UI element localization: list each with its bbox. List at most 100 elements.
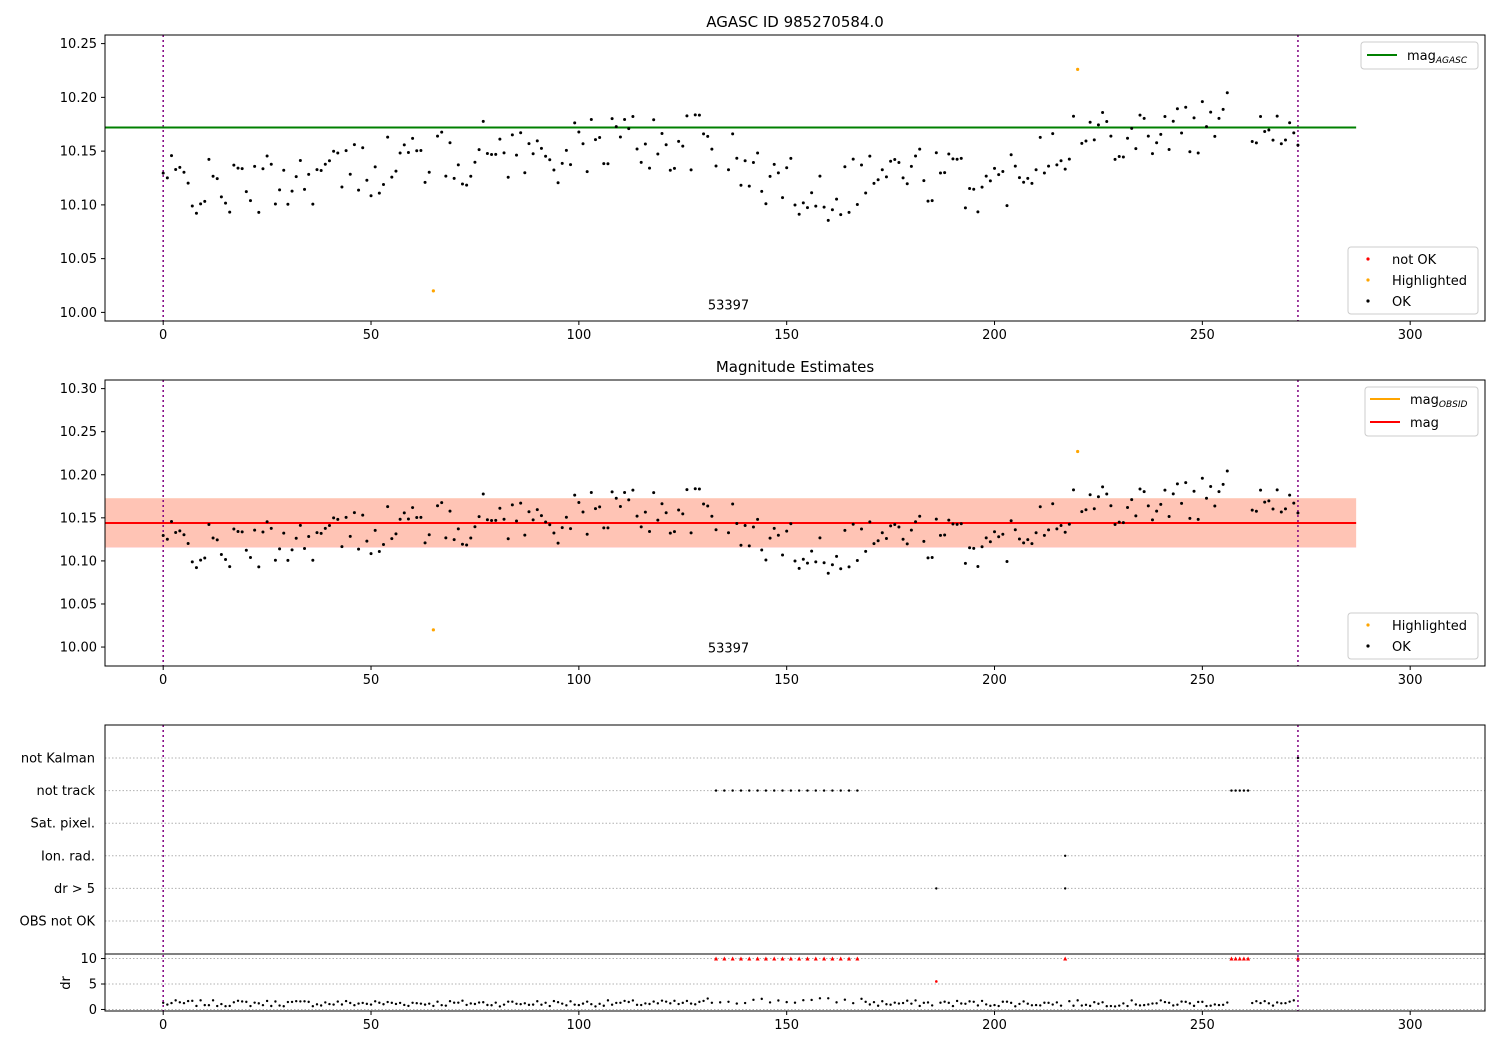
dr-point: [299, 1000, 302, 1003]
ok-point: [843, 165, 847, 169]
ok-point: [219, 553, 223, 557]
ok-point: [315, 531, 319, 535]
ok-point: [835, 197, 839, 201]
dr-point: [577, 1003, 581, 1007]
dr-point: [340, 1003, 344, 1006]
ok-point: [618, 135, 622, 139]
ok-point: [228, 565, 232, 569]
ok-point: [710, 514, 714, 518]
ok-point: [955, 157, 959, 161]
ok-point: [872, 542, 876, 546]
ok-point: [884, 537, 888, 541]
ok-point: [494, 518, 498, 522]
dr-point: [523, 1002, 527, 1005]
ok-point: [1096, 123, 1100, 127]
ok-point: [1221, 482, 1225, 486]
ok-point: [1146, 504, 1150, 508]
dr-point: [689, 1002, 693, 1005]
ok-point: [490, 152, 494, 156]
dr-point: [191, 999, 194, 1003]
dr-point: [432, 1004, 435, 1008]
dr-point: [1292, 999, 1295, 1002]
ok-point: [174, 531, 178, 535]
dr-point: [652, 1000, 655, 1003]
dr-point: [303, 1000, 306, 1003]
dr-point: [170, 1001, 173, 1005]
ok-point: [519, 131, 523, 135]
ok-point: [818, 536, 822, 540]
ok-point: [190, 560, 194, 564]
ok-point: [593, 507, 597, 511]
ok-point: [406, 151, 410, 155]
ok-point: [377, 550, 381, 554]
dr-point: [207, 1004, 211, 1007]
ok-point: [631, 488, 635, 492]
ok-point: [1271, 507, 1275, 511]
dr-clipped-point: [797, 956, 802, 961]
ok-point: [652, 118, 656, 122]
x-tick-label: 150: [774, 673, 799, 688]
ok-point: [1022, 541, 1026, 545]
dr-point: [1022, 1000, 1025, 1003]
ok-point: [598, 135, 602, 139]
dr-point: [365, 1002, 369, 1006]
ok-point: [963, 206, 967, 210]
ok-point: [1142, 116, 1146, 120]
ok-point: [406, 517, 410, 521]
ok-point: [477, 515, 481, 519]
ok-point: [593, 138, 597, 142]
ok-point: [710, 147, 714, 151]
ok-point: [527, 142, 531, 146]
dr-point: [245, 1000, 248, 1004]
ok-point: [768, 174, 772, 178]
dr-point: [561, 1002, 564, 1005]
ok-point: [618, 505, 622, 509]
flag-point: [714, 789, 718, 792]
ok-point: [909, 164, 913, 168]
ok-point: [510, 133, 514, 137]
ok-point: [810, 191, 814, 195]
dr-point: [631, 999, 635, 1002]
x-tick-label: 100: [566, 673, 591, 688]
ok-point: [681, 144, 685, 148]
dr-point: [1201, 1000, 1204, 1004]
ok-point: [1001, 170, 1005, 174]
dr-point: [930, 1004, 934, 1007]
ok-point: [751, 525, 755, 529]
ok-point: [228, 210, 232, 214]
dr-point: [1251, 1001, 1254, 1005]
ok-point: [677, 139, 681, 143]
ok-point: [199, 558, 203, 562]
ok-point: [1196, 517, 1200, 521]
dr-point: [531, 1003, 535, 1006]
y-tick-label: 10.20: [60, 468, 97, 483]
ok-point: [884, 175, 888, 179]
ok-point: [336, 151, 340, 155]
dr-point: [993, 1003, 996, 1007]
ok-point: [211, 536, 215, 540]
dr-point: [868, 1003, 872, 1006]
dr-point: [452, 1001, 456, 1004]
ok-point: [485, 518, 489, 522]
dr-point: [1271, 1004, 1275, 1007]
ok-point: [1292, 131, 1296, 135]
dr-point: [403, 1003, 406, 1007]
dr-point: [415, 1002, 418, 1005]
ok-point: [610, 490, 614, 494]
ok-point: [1121, 521, 1125, 525]
ok-point: [1005, 204, 1009, 208]
ok-point: [415, 149, 419, 153]
dr-point: [444, 1004, 448, 1007]
ok-point: [1071, 488, 1075, 492]
ok-point: [943, 533, 947, 537]
ok-point: [589, 118, 593, 122]
dr-point: [727, 1000, 730, 1003]
ok-point: [1171, 492, 1175, 496]
ok-point: [677, 508, 681, 512]
dr-point: [274, 1000, 277, 1003]
dr-point: [1055, 1001, 1059, 1004]
x-tick-label: 0: [159, 328, 167, 343]
dr-point: [1122, 1002, 1125, 1005]
dr-point: [827, 997, 830, 1000]
ok-point: [490, 519, 494, 523]
